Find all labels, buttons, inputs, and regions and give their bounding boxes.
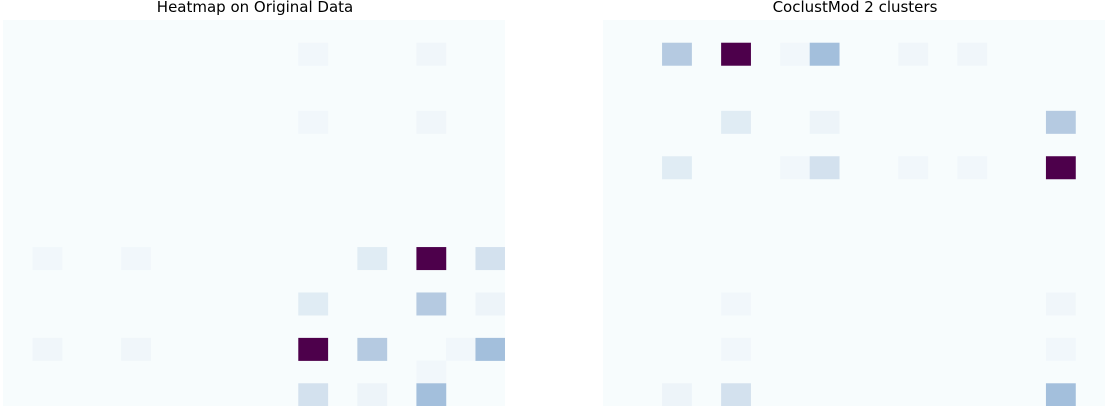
heatmap-cell (416, 42, 447, 66)
heatmap-cell (475, 292, 505, 316)
heatmap-cell (957, 42, 988, 66)
heatmap-cell (298, 337, 329, 361)
heatmap-cell (780, 42, 811, 66)
chart-title: Heatmap on Original Data (156, 0, 354, 16)
heatmap-cell (416, 383, 447, 406)
heatmap-cell (32, 247, 63, 271)
heatmap-cell (1045, 110, 1076, 134)
heatmap-cell (475, 337, 505, 361)
heatmap-cell (298, 110, 329, 134)
heatmap-cell (898, 156, 929, 180)
heatmap-cell (809, 156, 840, 180)
heatmap-cell (475, 247, 505, 271)
heatmap-cell (721, 42, 751, 66)
heatmap-cell (662, 42, 692, 66)
heatmap-cell (357, 337, 388, 361)
heatmap-cell (298, 383, 329, 406)
heatmap-coclust (603, 20, 1105, 406)
heatmap-cell (416, 110, 447, 134)
heatmap-cell (1045, 156, 1076, 180)
heatmap-cell (809, 110, 840, 134)
heatmap-cell (298, 42, 329, 66)
heatmap-cell (416, 247, 447, 271)
heatmap-cell (721, 337, 751, 361)
heatmap-cell (898, 42, 929, 66)
heatmap-cell (357, 383, 388, 406)
heatmap-cell (1045, 337, 1076, 361)
heatmap-cell (298, 292, 329, 316)
chart-title: CoclustMod 2 clusters (772, 0, 938, 16)
heatmap-background (603, 20, 1105, 406)
heatmap-cell (1045, 292, 1076, 316)
heatmap-cell (121, 247, 151, 271)
heatmap-cell (357, 247, 388, 271)
heatmap-cell (32, 337, 63, 361)
heatmap-cell (416, 360, 447, 384)
heatmap-background (3, 20, 505, 406)
heatmap-cell (780, 156, 811, 180)
heatmap-cell (662, 383, 692, 406)
heatmap-cell (416, 292, 447, 316)
heatmap-cell (121, 337, 151, 361)
heatmap-cell (721, 292, 751, 316)
heatmap-cell (1045, 383, 1076, 406)
heatmap-original (3, 20, 505, 406)
heatmap-cell (721, 383, 751, 406)
heatmap-cell (445, 337, 476, 361)
heatmap-cell (662, 156, 692, 180)
heatmap-cell (721, 110, 751, 134)
heatmap-cell (809, 42, 840, 66)
heatmap-cell (957, 156, 988, 180)
